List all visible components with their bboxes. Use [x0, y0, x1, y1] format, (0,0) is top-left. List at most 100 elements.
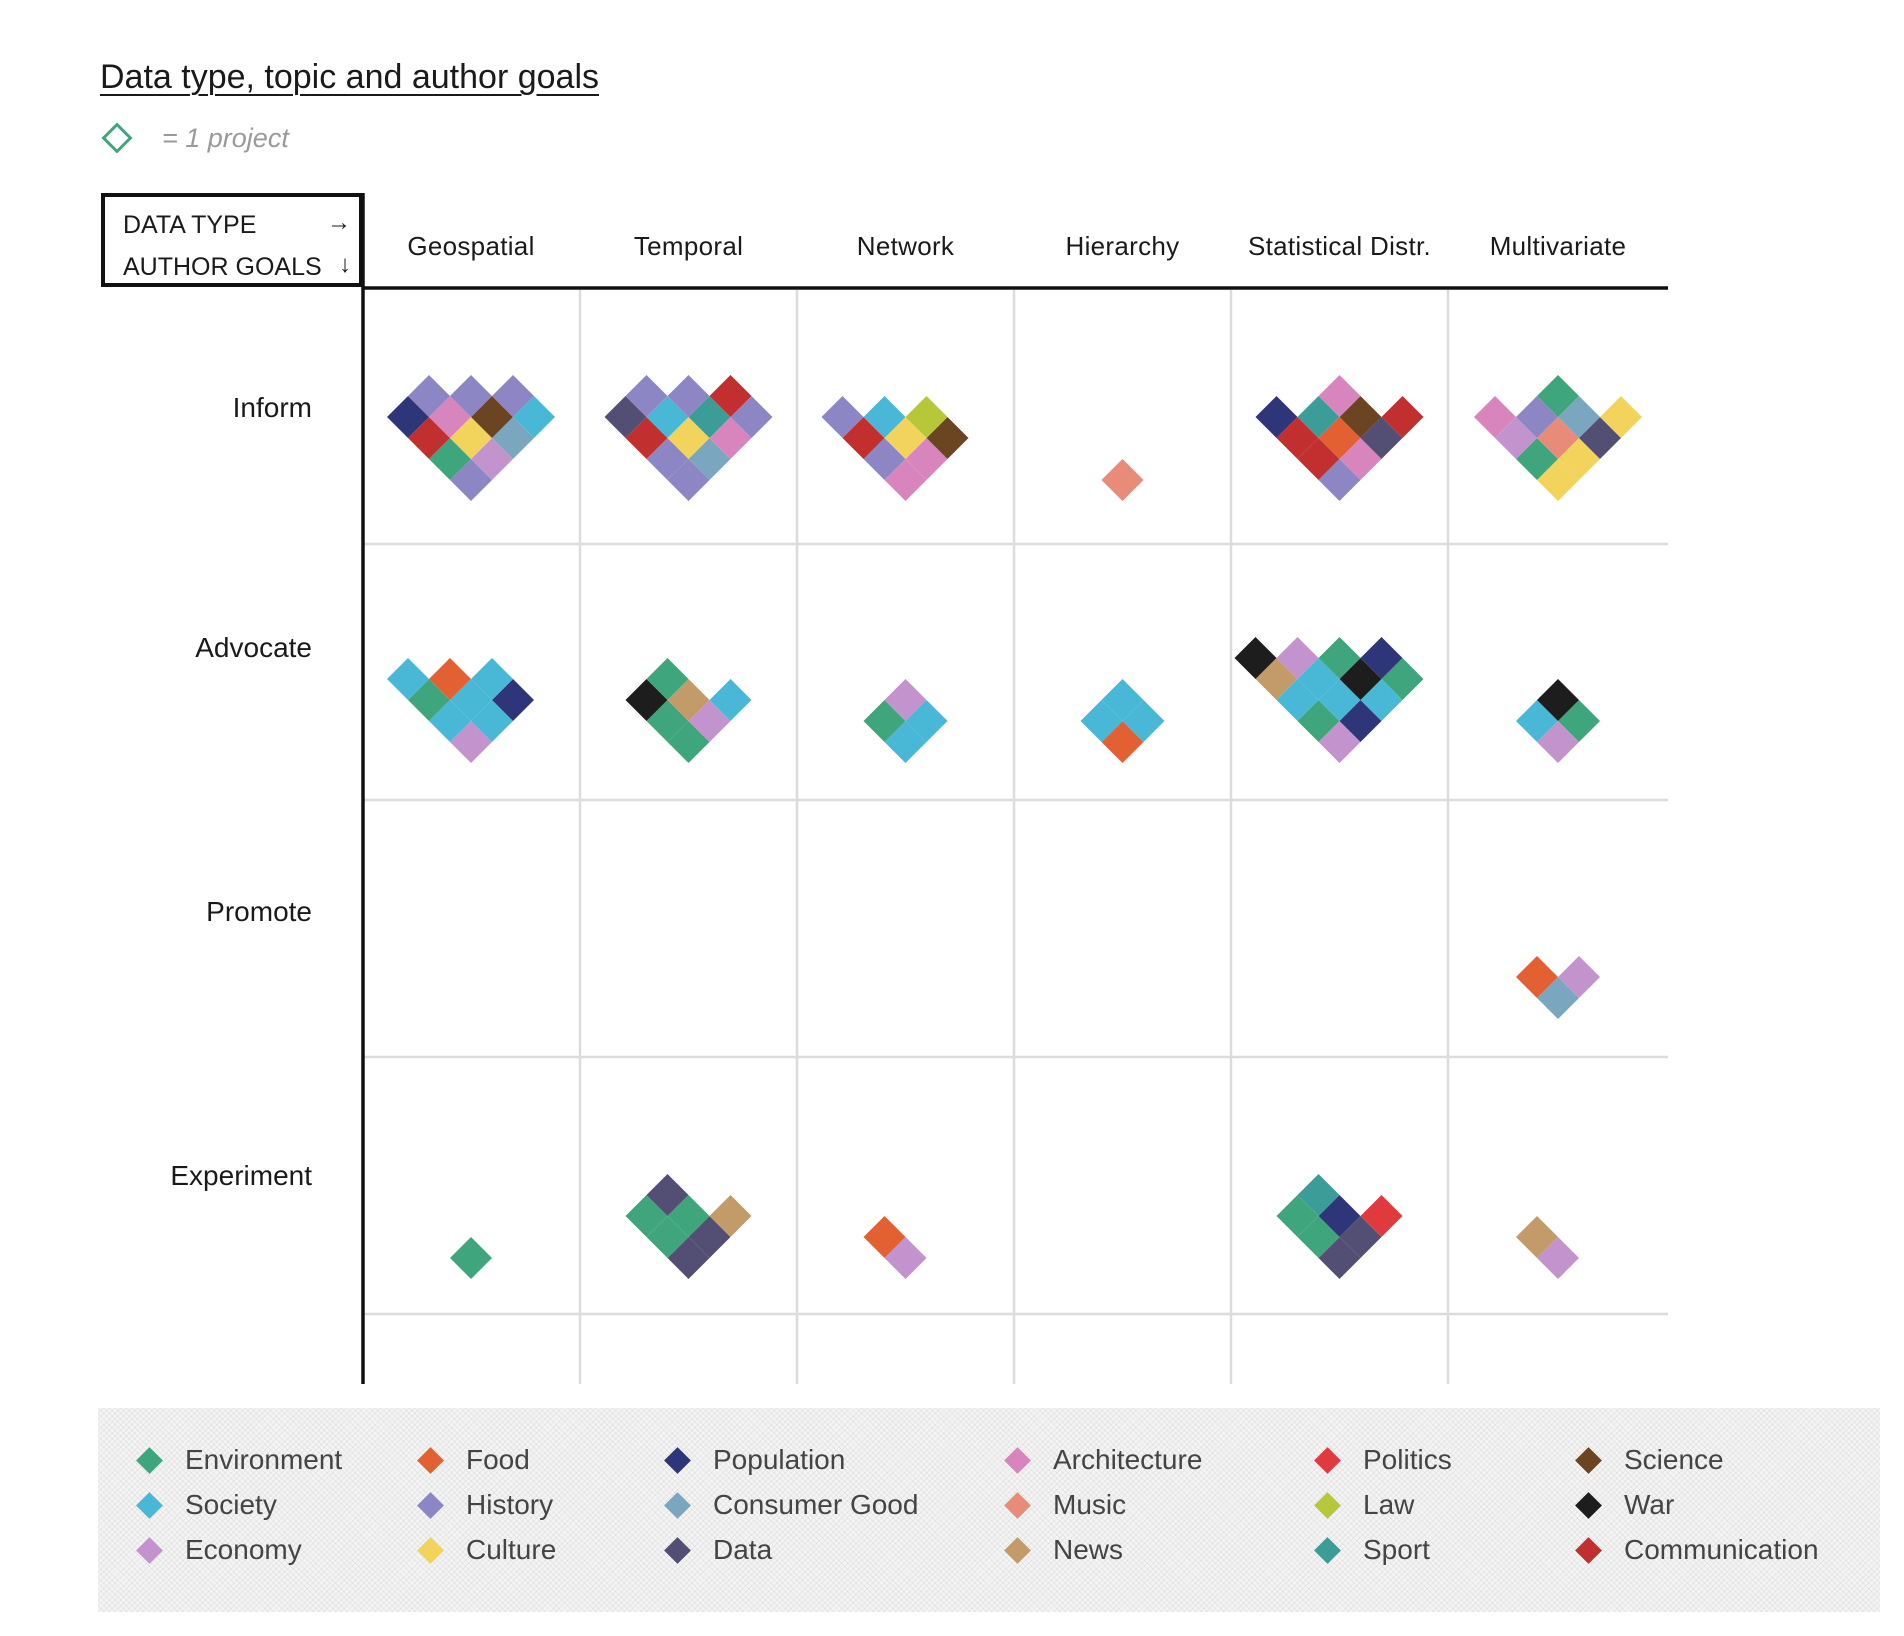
row-label: Advocate	[195, 632, 312, 663]
project-diamond	[730, 396, 773, 438]
project-diamond	[492, 375, 534, 417]
arrow-right-icon: →	[327, 209, 351, 236]
project-diamond	[646, 396, 689, 438]
project-diamond	[1558, 438, 1600, 480]
legend-label: History	[466, 1489, 554, 1520]
project-diamond	[884, 721, 927, 763]
project-diamond	[1318, 721, 1361, 763]
project-diamond	[1297, 438, 1340, 480]
legend-label: Culture	[466, 1534, 557, 1565]
project-diamond	[450, 417, 492, 459]
project-diamond	[667, 459, 710, 501]
project-diamond	[492, 417, 534, 459]
legend-diamond-icon	[417, 1446, 444, 1474]
legend-diamond-icon	[1314, 1446, 1341, 1474]
project-diamond	[1297, 658, 1340, 700]
project-diamond	[1080, 700, 1123, 742]
project-diamond	[1381, 396, 1424, 438]
project-diamond	[1318, 637, 1361, 679]
project-diamond	[1276, 1195, 1319, 1237]
project-diamond	[884, 459, 927, 501]
legend-diamond-icon	[417, 1536, 444, 1564]
legend-item: Society	[132, 1485, 277, 1525]
project-diamond	[1339, 658, 1382, 700]
project-diamond	[429, 700, 471, 742]
legend-item: Science	[1571, 1440, 1724, 1480]
project-diamond	[1318, 1237, 1361, 1279]
project-diamond	[709, 1195, 752, 1237]
project-diamond	[450, 721, 492, 763]
project-diamond	[1516, 396, 1558, 438]
legend-label: Sport	[1363, 1534, 1430, 1565]
legend-label: Data	[713, 1534, 773, 1565]
project-diamond	[1318, 375, 1361, 417]
project-diamond	[625, 417, 668, 459]
project-diamond	[709, 375, 752, 417]
project-diamond	[1360, 417, 1403, 459]
project-diamond	[1297, 700, 1340, 742]
project-diamond	[513, 396, 555, 438]
legend-label: Politics	[1363, 1444, 1452, 1475]
legend-label: Population	[713, 1444, 846, 1475]
project-diamond	[471, 396, 513, 438]
project-diamond	[1297, 396, 1340, 438]
data-type-header: DATA TYPE	[123, 211, 257, 239]
project-diamond	[492, 679, 534, 721]
legend-diamond-icon	[664, 1446, 691, 1474]
project-diamond	[863, 438, 906, 480]
project-diamond	[471, 658, 513, 700]
project-diamond	[429, 438, 471, 480]
project-diamond	[1537, 1237, 1579, 1279]
unit-key: = 1 project	[100, 116, 289, 160]
project-diamond	[1318, 459, 1361, 501]
project-diamond	[1339, 1216, 1382, 1258]
project-diamond	[1101, 721, 1144, 763]
legend-label: Music	[1053, 1489, 1127, 1520]
legend-diamond-icon	[136, 1446, 163, 1474]
project-diamond	[625, 375, 668, 417]
column-label: Network	[856, 231, 955, 261]
project-diamond	[667, 1195, 710, 1237]
legend-label: Communication	[1624, 1534, 1819, 1565]
project-diamond	[471, 700, 513, 742]
project-diamond	[1276, 417, 1319, 459]
legend-diamond-icon	[1004, 1536, 1031, 1564]
project-diamond	[884, 679, 927, 721]
project-diamond	[471, 438, 513, 480]
project-diamond	[1255, 658, 1298, 700]
project-diamond	[450, 1237, 492, 1279]
legend-item: Communication	[1571, 1530, 1819, 1570]
project-diamond	[842, 417, 885, 459]
project-diamond	[1537, 977, 1579, 1019]
legend-item: Data	[660, 1530, 772, 1570]
column-label: Geospatial	[407, 231, 535, 261]
project-diamond	[1537, 417, 1579, 459]
chart-title: Data type, topic and author goals	[100, 58, 599, 96]
project-diamond	[1360, 679, 1403, 721]
project-diamond	[1122, 700, 1165, 742]
project-diamond	[863, 700, 906, 742]
project-diamond	[1360, 637, 1403, 679]
project-diamond	[926, 417, 969, 459]
project-diamond	[1297, 1216, 1340, 1258]
project-diamond	[1276, 637, 1319, 679]
project-diamond	[387, 658, 429, 700]
project-diamond	[646, 658, 689, 700]
project-diamond	[905, 396, 948, 438]
project-diamond	[1339, 438, 1382, 480]
legend-label: Architecture	[1053, 1444, 1203, 1475]
project-diamond	[646, 1216, 689, 1258]
project-diamond	[450, 679, 492, 721]
legend-label: News	[1053, 1534, 1124, 1565]
column-label: Multivariate	[1489, 231, 1627, 261]
legend-diamond-icon	[1314, 1536, 1341, 1564]
legend-item: Law	[1310, 1485, 1414, 1525]
legend-label: Science	[1624, 1444, 1724, 1475]
project-diamond	[1579, 417, 1621, 459]
project-diamond	[429, 396, 471, 438]
project-diamond	[1339, 396, 1382, 438]
project-diamond	[1318, 679, 1361, 721]
project-diamond	[625, 1195, 668, 1237]
project-diamond	[646, 438, 689, 480]
axis-corner-box: DATA TYPE → AUTHOR GOALS ↓	[101, 193, 363, 287]
